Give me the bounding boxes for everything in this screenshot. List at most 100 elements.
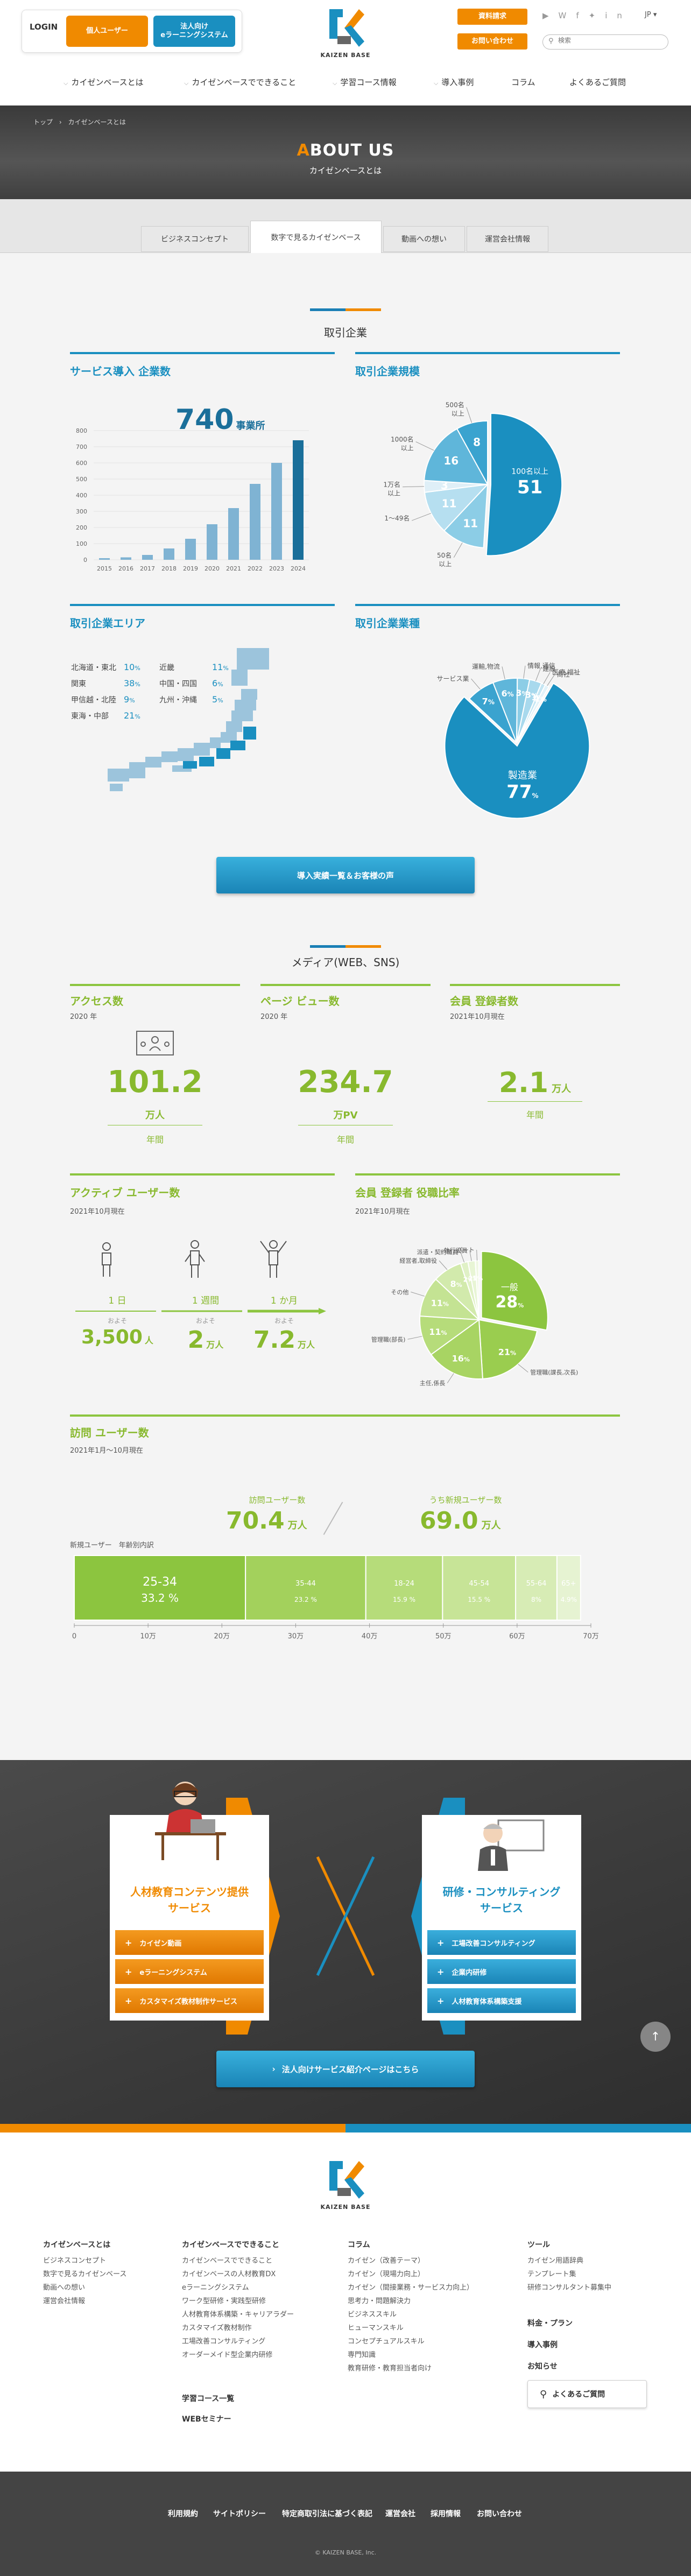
pie-leader-line	[447, 1373, 454, 1383]
footer-link[interactable]: カイゼンベースの人材教育DX	[182, 2270, 276, 2278]
y-tick-label: 100	[76, 540, 87, 547]
footer-col3-head[interactable]: コラム	[348, 2241, 370, 2249]
footer-link[interactable]: 工場改善コンサルティング	[182, 2338, 266, 2346]
service-item[interactable]: + カイゼン動画	[115, 1930, 264, 1955]
area-row: 関東 38%	[71, 678, 157, 689]
footer-link[interactable]: テンプレート集	[527, 2270, 576, 2278]
card-top-line	[70, 1173, 335, 1176]
nav-faq[interactable]: よくあるご質問	[569, 76, 626, 88]
members-unit: 万人	[552, 1083, 572, 1095]
footer-link[interactable]: 動画への想い	[43, 2284, 86, 2292]
footer-pricing-link[interactable]: 料金・プラン	[527, 2319, 573, 2328]
tab-company[interactable]: 運営会社情報	[467, 226, 548, 252]
service-item[interactable]: + カスタマイズ教材制作サービス	[115, 1988, 264, 2013]
pie-slice	[419, 1278, 481, 1321]
corporate-service-button[interactable]: › 法人向けサービス紹介ページはこちら	[216, 2051, 475, 2087]
footer-link[interactable]: 思考力・問題解決力	[348, 2297, 411, 2305]
service-item[interactable]: + 企業内研修	[427, 1959, 576, 1984]
wordpress-icon[interactable]: W	[558, 11, 576, 20]
search-input[interactable]	[558, 37, 660, 44]
footer-link[interactable]: ワーク型研修・実践型研修	[182, 2297, 266, 2305]
footer-webinar-link[interactable]: WEBセミナー	[182, 2415, 231, 2424]
footer-link[interactable]: カイゼン用語辞典	[527, 2257, 584, 2265]
footer-company-link[interactable]: 運営会社	[385, 2510, 415, 2518]
search-box[interactable]: ⚲	[542, 34, 668, 50]
footer-link[interactable]: 人材教育体系構築・キャリアラダー	[182, 2311, 294, 2319]
contact-button[interactable]: お問い合わせ	[457, 33, 527, 50]
footer-link[interactable]: オーダーメイド型企業内研修	[182, 2351, 273, 2359]
footer-link[interactable]: 運営会社情報	[43, 2297, 86, 2305]
pie-chart-position: 28%一般21%管理職(課長,次長)16%主任,係長11%管理職(部長)11%そ…	[371, 1247, 578, 1387]
scroll-top-button[interactable]: ↑	[640, 2022, 671, 2052]
area-name: 北海道・東北	[71, 664, 116, 672]
footer-col2-head[interactable]: カイゼンベースでできること	[182, 2241, 280, 2249]
footer-col1-links: ビジネスコンセプト数字で見るカイゼンベース 動画への想い 運営会社情報	[43, 2254, 161, 2308]
footer-link[interactable]: ビジネスコンセプト	[43, 2257, 107, 2265]
footer-link[interactable]: カイゼン（間接業務・サービス力向上）	[348, 2284, 474, 2292]
footer-link[interactable]: カスタマイズ教材制作	[182, 2324, 252, 2332]
nav-column[interactable]: コラム	[511, 76, 535, 88]
breadcrumb-home[interactable]: トップ	[33, 118, 53, 126]
footer-faq-button[interactable]: ⚲ よくあるご質問	[527, 2380, 647, 2408]
footer-link[interactable]: 数字で見るカイゼンベース	[43, 2270, 127, 2278]
linkedin-icon[interactable]: in	[605, 11, 632, 20]
tab-business-concept[interactable]: ビジネスコンセプト	[141, 226, 249, 252]
y-tick-label: 800	[76, 427, 87, 434]
footer-terms-link[interactable]: 利用規約	[168, 2510, 198, 2518]
case-study-button[interactable]: 導入実績一覧＆お客様の声	[216, 857, 475, 893]
footer-link[interactable]: コンセプチュアルスキル	[348, 2338, 425, 2346]
pie-label: 1〜49名	[384, 514, 410, 522]
nav-about[interactable]: ⌵ カイゼンベースとは	[64, 76, 144, 88]
pie-percent-suffix: %	[468, 1276, 474, 1283]
footer-contact-link[interactable]: お問い合わせ	[477, 2510, 522, 2518]
tab-video[interactable]: 動画への想い	[383, 226, 465, 252]
footer-link[interactable]: ヒューマンスキル	[348, 2324, 404, 2332]
footer-col4-head[interactable]: ツール	[527, 2241, 550, 2249]
area-name: 九州・沖縄	[159, 696, 197, 705]
pageview-year: 2020 年	[260, 1013, 288, 1021]
footer-news-link[interactable]: お知らせ	[527, 2362, 558, 2371]
login-box: LOGIN 個人ユーザー 法人向け eラーニングシステム	[22, 10, 242, 53]
corporate-button[interactable]: 法人向け eラーニングシステム	[153, 16, 235, 47]
footer-cases-link[interactable]: 導入事例	[527, 2341, 558, 2349]
x-tick-label: 60万	[509, 1632, 525, 1641]
twitter-icon[interactable]: ✦	[588, 11, 605, 20]
footer-link[interactable]: ビジネススキル	[348, 2311, 397, 2319]
nav-cases[interactable]: ⌵ 導入事例	[434, 76, 474, 88]
tab-numbers[interactable]: 数字で見るカイゼンベース	[250, 221, 382, 253]
logo[interactable]: KAIZEN BASE	[319, 6, 372, 60]
footer-link[interactable]: カイゼン（改善テーマ）	[348, 2257, 425, 2265]
service-item[interactable]: + 人材教育体系構築支援	[427, 1988, 576, 2013]
area-unit: %	[217, 697, 223, 704]
pie-percent: 11	[463, 517, 478, 530]
nav-courses[interactable]: ⌵ 学習コース情報	[333, 76, 397, 88]
language-label: JP	[645, 11, 651, 19]
footer-courses-link[interactable]: 学習コース一覧	[182, 2395, 235, 2403]
visitors-total-unit: 万人	[287, 1520, 307, 1531]
facebook-icon[interactable]: f	[576, 11, 589, 20]
nav-features[interactable]: ⌵ カイゼンベースでできること	[184, 76, 296, 88]
footer-link[interactable]: 教育研修・教育担当者向け	[348, 2364, 432, 2373]
footer-tokushoho-link[interactable]: 特定商取引法に基づく表記	[282, 2510, 372, 2518]
youtube-icon[interactable]: ▶	[542, 11, 559, 20]
bar	[164, 548, 174, 560]
footer-link[interactable]: 研修コンサルタント募集中	[527, 2284, 612, 2292]
language-selector[interactable]: JP ▾	[645, 11, 657, 19]
service-item[interactable]: + 工場改善コンサルティング	[427, 1930, 576, 1955]
pie-slice	[444, 682, 590, 819]
segment-percent: 33.2 %	[141, 1592, 179, 1604]
footer-recruit-link[interactable]: 採用情報	[431, 2510, 461, 2518]
login-link[interactable]: LOGIN	[30, 22, 58, 32]
service-item[interactable]: + eラーニングシステム	[115, 1959, 264, 1984]
footer-policy-link[interactable]: サイトポリシー	[213, 2510, 266, 2518]
footer-link[interactable]: カイゼンベースでできること	[182, 2257, 273, 2265]
x-tick-label: 2018	[161, 565, 177, 572]
personal-user-button[interactable]: 個人ユーザー	[66, 16, 148, 47]
footer-logo[interactable]: KAIZEN BASE	[319, 2158, 372, 2212]
footer-col1-head[interactable]: カイゼンベースとは	[43, 2241, 111, 2249]
footer-link[interactable]: 専門知識	[348, 2351, 376, 2359]
footer-link[interactable]: eラーニングシステム	[182, 2284, 249, 2292]
document-request-button[interactable]: 資料請求	[457, 9, 527, 25]
search-icon: ⚲	[548, 37, 554, 45]
footer-link[interactable]: カイゼン（現場力向上）	[348, 2270, 425, 2278]
